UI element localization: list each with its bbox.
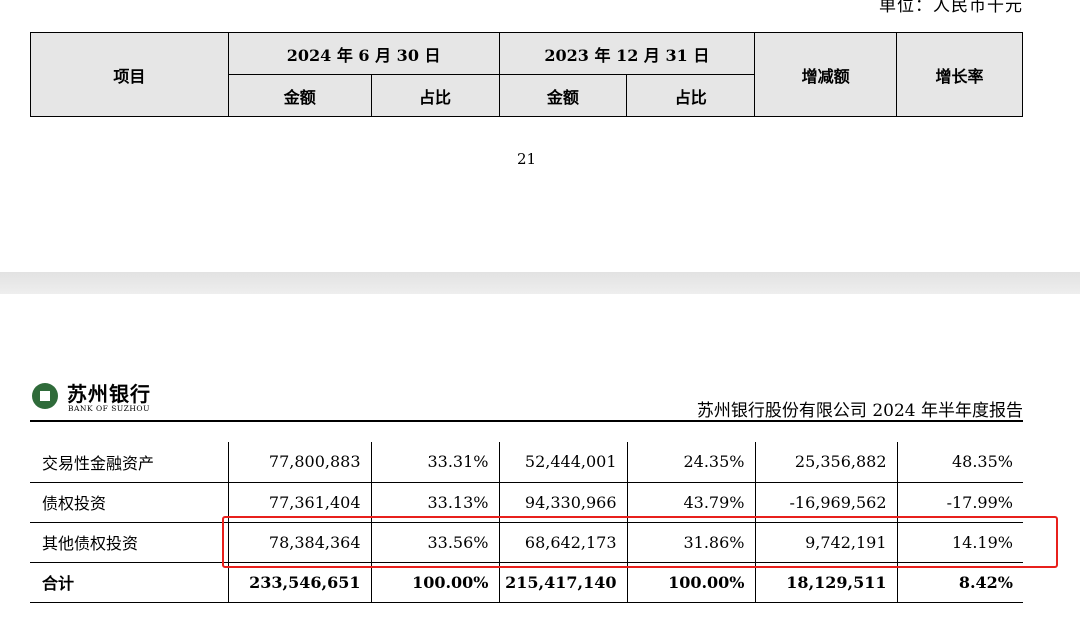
item-header: 项目 [30, 32, 229, 117]
page-number: 21 [516, 150, 537, 168]
ratio-2023: 100.00% [626, 561, 756, 603]
logo-cn-text: 苏州银行 [67, 382, 151, 406]
report-title: 苏州银行股份有限公司 2024 年半年度报告 [696, 401, 1023, 421]
growth-value: 48.35% [896, 442, 1023, 483]
amount-2023: 215,417,140 [498, 561, 628, 603]
logo-en-text: BANK OF SUZHOU [68, 404, 150, 413]
period2-header: 2023 年 12 月 31 日 [498, 32, 756, 75]
change-value: 9,742,191 [754, 521, 898, 563]
unit-label: 单位：人民币千元 [879, 0, 1023, 16]
ratio-2023: 31.86% [626, 521, 756, 563]
data-table: 交易性金融资产 77,800,883 33.31% 52,444,001 24.… [30, 442, 1023, 603]
ratio-header-1: 占比 [370, 74, 500, 117]
amount-2024: 233,546,651 [227, 561, 372, 603]
period1-header: 2024 年 6 月 30 日 [227, 32, 500, 75]
ratio-2023: 24.35% [626, 442, 756, 483]
growth-header: 增长率 [896, 32, 1023, 117]
row-name: 合计 [30, 561, 229, 603]
table-row: 交易性金融资产 77,800,883 33.31% 52,444,001 24.… [30, 442, 1023, 483]
ratio-2024: 100.00% [370, 561, 500, 603]
highlight-box [222, 516, 1058, 568]
amount-2023: 94,330,966 [498, 481, 628, 523]
change-value: 25,356,882 [754, 442, 898, 483]
ratio-2023: 43.79% [626, 481, 756, 523]
amount-header-2: 金额 [498, 74, 628, 117]
growth-value: 8.42% [896, 561, 1023, 603]
change-value: 18,129,511 [754, 561, 898, 603]
table-row: 其他债权投资 78,384,364 33.56% 68,642,173 31.8… [30, 521, 1023, 563]
change-header: 增减额 [754, 32, 898, 117]
amount-2024: 77,800,883 [227, 442, 372, 483]
row-name: 其他债权投资 [30, 521, 229, 563]
table-row: 债权投资 77,361,404 33.13% 94,330,966 43.79%… [30, 481, 1023, 523]
ratio-2024: 33.13% [370, 481, 500, 523]
page-break [0, 272, 1080, 294]
ratio-header-2: 占比 [626, 74, 756, 117]
bank-logo-icon [32, 383, 58, 409]
bank-logo: 苏州银行 BANK OF SUZHOU [31, 381, 181, 417]
ratio-2024: 33.56% [370, 521, 500, 563]
row-name: 交易性金融资产 [30, 442, 229, 483]
growth-value: 14.19% [896, 521, 1023, 563]
row-name: 债权投资 [30, 481, 229, 523]
ratio-2024: 33.31% [370, 442, 500, 483]
total-row: 合计 233,546,651 100.00% 215,417,140 100.0… [30, 561, 1023, 603]
amount-2023: 52,444,001 [498, 442, 628, 483]
amount-header-1: 金额 [227, 74, 372, 117]
header-table: 项目 2024 年 6 月 30 日 2023 年 12 月 31 日 增减额 … [30, 32, 1023, 117]
amount-2024: 78,384,364 [227, 521, 372, 563]
header-rule [30, 420, 1023, 422]
